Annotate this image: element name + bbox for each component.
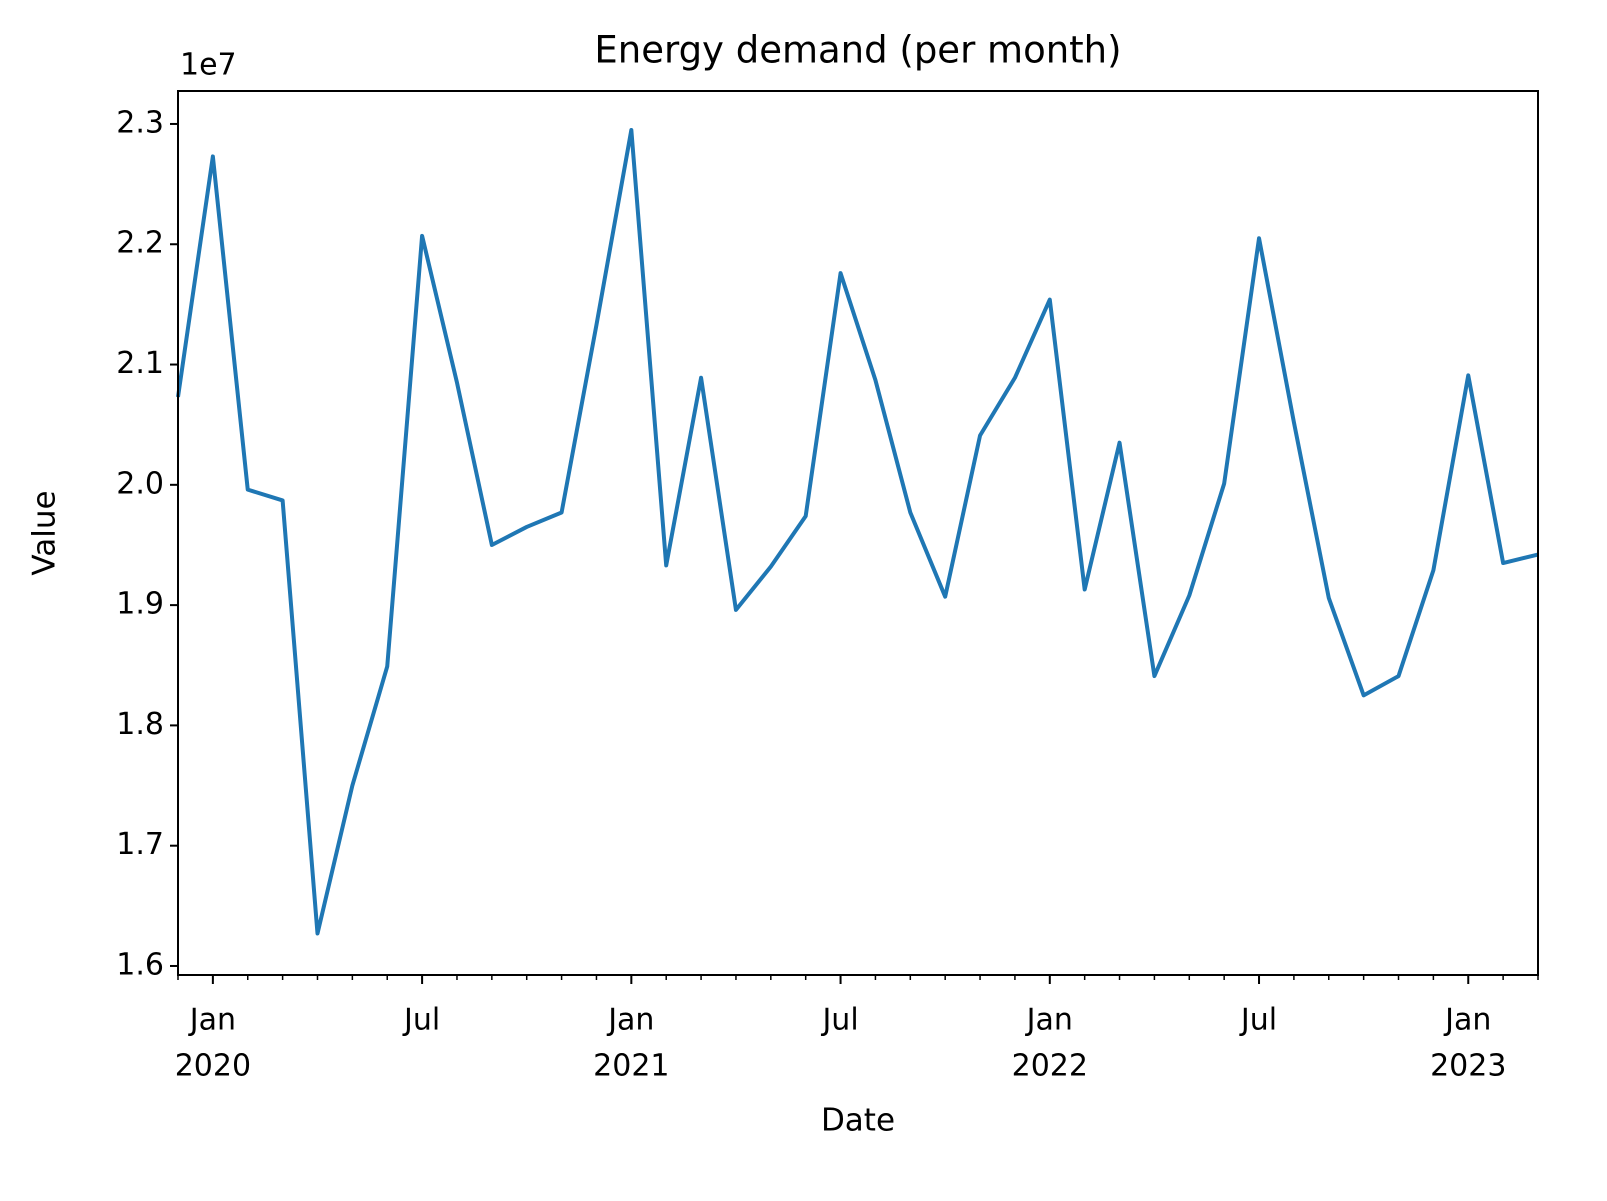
x-tick-label: 2020	[175, 1049, 251, 1084]
x-tick-label: Jan	[1443, 1003, 1491, 1038]
y-offset-label: 1e7	[180, 48, 237, 83]
x-tick-label: 2021	[593, 1049, 669, 1084]
x-tick-label: Jan	[606, 1003, 654, 1038]
y-axis-label: Value	[27, 490, 63, 575]
y-tick-label: 2.3	[116, 105, 164, 140]
y-tick-label: 1.7	[116, 827, 164, 862]
y-tick-label: 1.9	[116, 587, 164, 622]
chart-title: Energy demand (per month)	[594, 29, 1121, 72]
x-tick-label: Jul	[820, 1003, 858, 1038]
x-tick-label: Jan	[1025, 1003, 1073, 1038]
x-tick-label: 2023	[1430, 1049, 1506, 1084]
plot-frame	[177, 90, 1539, 976]
y-tick-label: 2.2	[116, 226, 164, 261]
y-tick-label: 1.6	[116, 947, 164, 982]
y-tick-label: 2.1	[116, 346, 164, 381]
x-tick-label: 2022	[1012, 1049, 1088, 1084]
y-tick-label: 2.0	[116, 466, 164, 501]
y-tick-label: 1.8	[116, 707, 164, 742]
x-tick-label: Jan	[188, 1003, 236, 1038]
line-series	[176, 127, 1539, 936]
x-axis-label: Date	[821, 1103, 895, 1139]
x-tick-label: Jul	[1239, 1003, 1277, 1038]
x-tick-label: Jul	[402, 1003, 440, 1038]
